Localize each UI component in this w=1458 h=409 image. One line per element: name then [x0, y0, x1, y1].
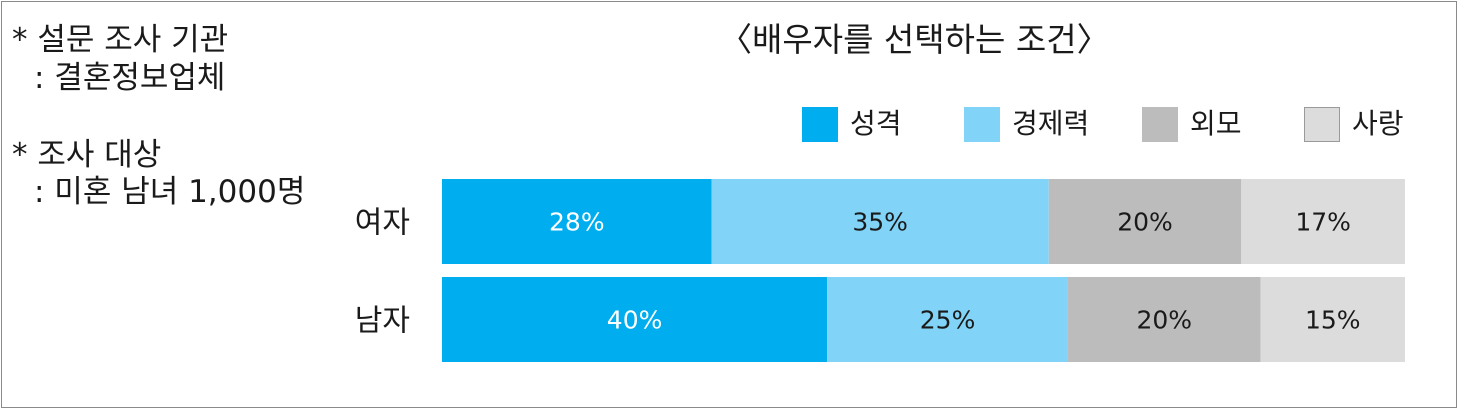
data-label-economic: 35% — [852, 208, 908, 237]
bar-segment-economic — [711, 179, 1049, 264]
bar-segment-personality — [442, 179, 712, 264]
category-label: 여자 — [355, 206, 410, 241]
data-label-love: 15% — [1305, 306, 1361, 335]
bar-segment-economic — [827, 277, 1068, 362]
bar-segment-love — [1241, 179, 1405, 264]
chart-title: 〈배우자를 선택하는 조건〉 — [719, 20, 1110, 59]
survey-target-label: * 조사 대상 — [12, 137, 162, 173]
data-label-appearance: 20% — [1136, 306, 1192, 335]
legend-swatch-personality — [802, 106, 838, 142]
legend-label-love: 사랑 — [1352, 107, 1404, 140]
bar-segment-love — [1260, 277, 1405, 362]
survey-agency-value: : 결혼정보업체 — [34, 60, 226, 96]
data-label-love: 17% — [1295, 208, 1351, 237]
survey-target-value: : 미혼 남녀 1,000명 — [34, 174, 306, 210]
category-label: 남자 — [355, 304, 410, 339]
data-label-economic: 25% — [920, 306, 976, 335]
bar-segment-appearance — [1048, 179, 1242, 264]
data-label-personality: 40% — [607, 306, 663, 335]
legend-label-appearance: 외모 — [1190, 107, 1242, 140]
legend-item-appearance: 외모 — [1142, 106, 1242, 142]
legend-label-personality: 성격 — [850, 107, 902, 140]
bar-segment-appearance — [1067, 277, 1261, 362]
legend-swatch-economic — [964, 106, 1000, 142]
legend-item-love: 사랑 — [1304, 106, 1404, 142]
data-label-appearance: 20% — [1117, 208, 1173, 237]
legend-swatch-love — [1304, 106, 1340, 142]
legend-item-economic: 경제력 — [964, 106, 1089, 142]
legend-item-personality: 성격 — [802, 106, 902, 142]
bar-segment-personality — [442, 277, 828, 362]
data-label-personality: 28% — [549, 208, 605, 237]
legend-label-economic: 경제력 — [1012, 107, 1090, 140]
survey-agency-label: * 설문 조사 기관 — [12, 22, 229, 58]
legend-swatch-appearance — [1142, 106, 1178, 142]
